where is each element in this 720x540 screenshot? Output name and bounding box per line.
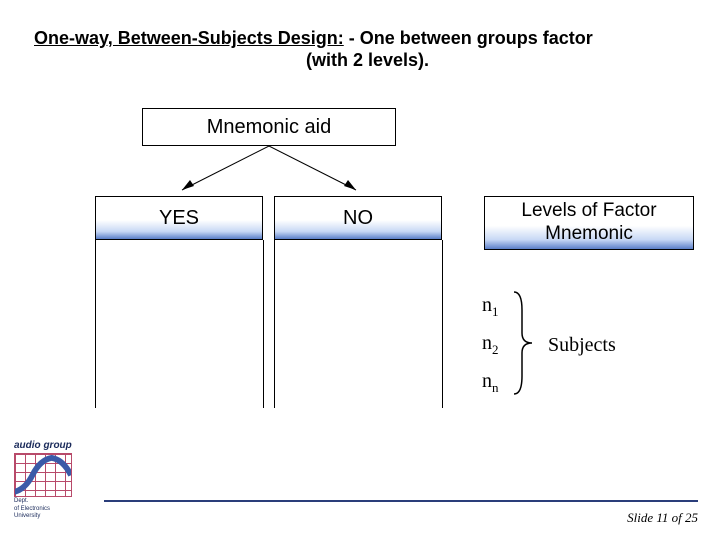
column-divider xyxy=(442,240,443,408)
level-no-label: NO xyxy=(343,207,373,230)
logo-sub1: Dept. xyxy=(14,498,92,505)
n1-base: n xyxy=(482,294,492,316)
branch-arrows xyxy=(142,146,396,196)
factor-label: Mnemonic aid xyxy=(207,116,332,139)
bracket-icon xyxy=(512,290,536,396)
levels-of-factor-line2: Mnemonic xyxy=(545,223,633,246)
column-divider xyxy=(95,240,96,408)
n2-base: n xyxy=(482,332,492,354)
level-yes-label: YES xyxy=(159,207,199,230)
factor-box: Mnemonic aid xyxy=(142,108,396,146)
subjects-label: Subjects xyxy=(548,334,616,357)
nn-sub: n xyxy=(492,380,499,395)
levels-of-factor-line1: Levels of Factor xyxy=(521,200,656,223)
column-divider xyxy=(274,240,275,408)
n1-label: n1 xyxy=(482,294,499,320)
title-rest: - One between groups factor xyxy=(344,28,593,48)
level-no-box: NO xyxy=(274,196,442,240)
footer-divider xyxy=(104,500,698,502)
column-divider xyxy=(263,240,264,408)
logo: audio group Dept. of Electronics Univers… xyxy=(14,440,92,518)
logo-grid-icon xyxy=(14,453,72,497)
logo-title: audio group xyxy=(14,440,92,451)
logo-sub3: University xyxy=(14,513,92,520)
nn-base: n xyxy=(482,370,492,392)
n2-sub: 2 xyxy=(492,342,499,357)
slide-title: One-way, Between-Subjects Design: - One … xyxy=(34,28,700,49)
title-underlined: One-way, Between-Subjects Design: xyxy=(34,28,344,48)
nn-label: nn xyxy=(482,370,499,396)
logo-sub2: of Electronics xyxy=(14,506,92,513)
n1-sub: 1 xyxy=(492,304,499,319)
n2-label: n2 xyxy=(482,332,499,358)
title-line2: (with 2 levels). xyxy=(306,50,429,71)
level-yes-box: YES xyxy=(95,196,263,240)
slide-number: Slide 11 of 25 xyxy=(627,510,698,526)
logo-wave-icon xyxy=(15,454,71,496)
levels-of-factor-box: Levels of Factor Mnemonic xyxy=(484,196,694,250)
